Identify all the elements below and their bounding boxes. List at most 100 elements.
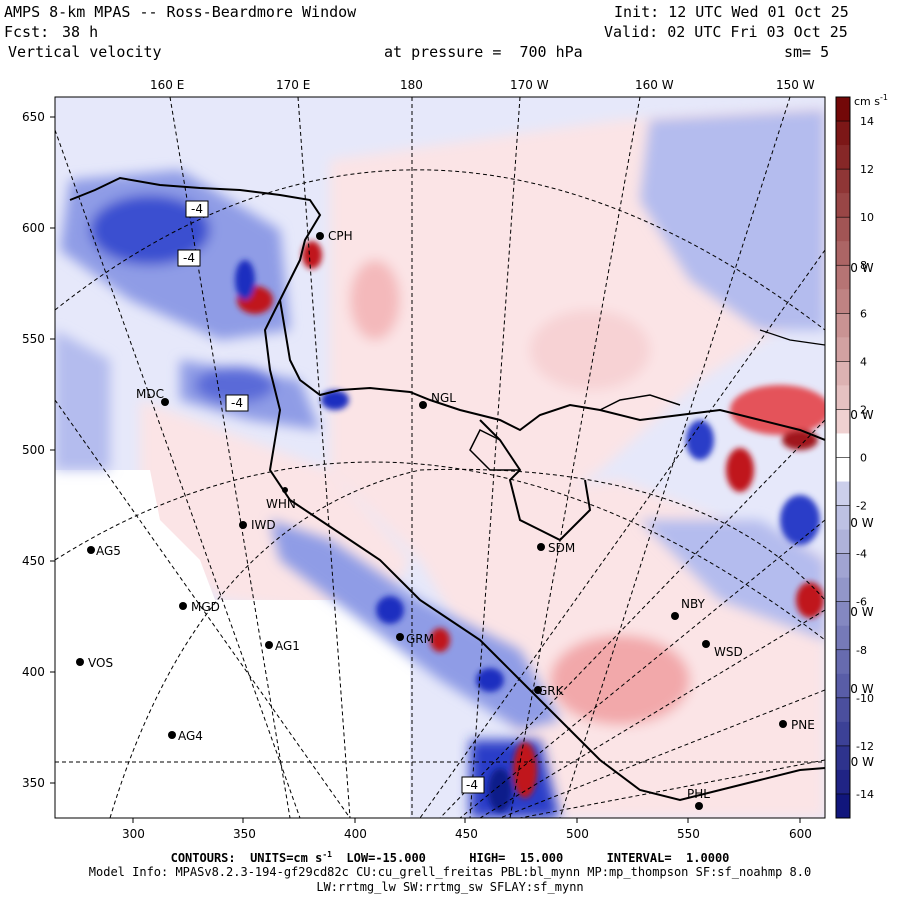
valid-time: Valid: 02 UTC Fri 03 Oct 25 — [604, 23, 848, 41]
colorbar-swatch — [836, 529, 850, 555]
colorbar-swatch — [836, 745, 850, 771]
contour-label: -4 — [466, 778, 478, 792]
colorbar-swatch — [836, 193, 850, 218]
colorbar-tick-label: 6 — [860, 307, 867, 320]
svg-text:PHL: PHL — [687, 787, 710, 801]
contour-labels: -4 -4 -4 -4 — [177, 200, 485, 794]
colorbar-swatch — [836, 217, 850, 242]
colorbar-tick-label: 0 — [860, 452, 867, 465]
map-field — [55, 97, 825, 818]
svg-text:WSD: WSD — [714, 645, 743, 659]
svg-text:MDC: MDC — [136, 387, 164, 401]
colorbar-swatch — [836, 313, 850, 338]
contour-label: -4 — [231, 396, 243, 410]
station-vos: VOS — [76, 656, 113, 670]
station-ag1: AG1 — [265, 639, 300, 653]
colorbar-swatch — [836, 673, 850, 699]
station-ag5: AG5 — [87, 544, 121, 558]
svg-text:VOS: VOS — [88, 656, 113, 670]
colorbar-swatch — [836, 121, 850, 146]
colorbar-tick-label: 2 — [860, 403, 867, 416]
stations: CPH MDC NGL WHN IWD AG5 SDM MGD AG1 VOS … — [76, 229, 815, 810]
smoothing-value: sm= 5 — [784, 43, 830, 61]
colorbar-tick-label: -8 — [856, 644, 867, 657]
colorbar-swatch — [836, 289, 850, 314]
colorbar-swatch — [836, 169, 850, 194]
station-nby: NBY — [671, 597, 706, 620]
svg-text:500: 500 — [22, 443, 45, 457]
colorbar-tick-label: 4 — [860, 355, 867, 368]
svg-text:300: 300 — [122, 827, 145, 841]
svg-text:400: 400 — [22, 665, 45, 679]
svg-text:600: 600 — [22, 221, 45, 235]
station-mdc: MDC — [136, 387, 169, 406]
svg-text:550: 550 — [677, 827, 700, 841]
mountain-wave-dipoles — [235, 241, 825, 812]
colorbar-swatch — [836, 145, 850, 170]
svg-text:160 E: 160 E — [150, 78, 184, 92]
colorbar-swatch — [836, 721, 850, 747]
colorbar-ticks: 14 12 10 8 6 4 2 0 -2 -4 -6 -8 -10 -12 -14 — [836, 115, 874, 801]
svg-text:MGD: MGD — [191, 600, 220, 614]
svg-text:650: 650 — [22, 110, 45, 124]
station-whn: WHN — [266, 487, 296, 511]
colorbar: cm s-1 14 12 10 8 6 4 2 0 -2 -4 -6 -8 -10 -12 -14 — [835, 93, 888, 819]
station-ag4: AG4 — [168, 729, 203, 743]
contours-info: CONTOURS: UNITS=cm s-1 LOW=-15.000 HIGH=… — [170, 850, 730, 865]
map-frame — [54, 96, 826, 819]
svg-text:350: 350 — [233, 827, 256, 841]
svg-text:PNE: PNE — [791, 718, 815, 732]
svg-text:450: 450 — [455, 827, 478, 841]
colorbar-swatch — [836, 361, 850, 386]
model-info: Model Info: MPASv8.2.3-194-gf29cd82c CU:… — [88, 865, 812, 879]
colorbar-swatch — [836, 697, 850, 723]
svg-text:550: 550 — [22, 332, 45, 346]
station-wsd: WSD — [702, 640, 743, 659]
colorbar-tick-label: -12 — [856, 740, 874, 753]
colorbar-swatch — [836, 409, 850, 434]
svg-text:170 E: 170 E — [276, 78, 310, 92]
colorbar-units: cm s-1 — [854, 93, 888, 108]
svg-text:AG5: AG5 — [96, 544, 121, 558]
top-longitude-labels: 160 E 170 E 180 170 W 160 W 150 W — [150, 78, 815, 92]
colorbar-tick-label: -6 — [856, 596, 867, 609]
svg-text:160 W: 160 W — [635, 78, 674, 92]
svg-text:IWD: IWD — [251, 518, 276, 532]
station-ngl: NGL — [419, 391, 456, 409]
svg-text:400: 400 — [344, 827, 367, 841]
field-name: Vertical velocity — [8, 43, 162, 61]
svg-text:350: 350 — [22, 776, 45, 790]
colorbar-tick-label: 14 — [860, 115, 874, 128]
contour-label: -4 — [183, 251, 195, 265]
x-axis-ticks: 300 350 400 450 500 550 600 — [122, 818, 812, 841]
colorbar-swatch — [836, 769, 850, 795]
svg-text:WHN: WHN — [266, 497, 296, 511]
colorbar-tick-label: 8 — [860, 259, 867, 272]
init-time: Init: 12 UTC Wed 01 Oct 25 — [614, 3, 849, 21]
svg-text:150 W: 150 W — [776, 78, 815, 92]
physics-info: LW:rrtmg_lw SW:rrtmg_sw SFLAY:sf_mynn — [316, 880, 584, 894]
model-title: AMPS 8-km MPAS -- Ross-Beardmore Window — [4, 3, 357, 21]
svg-text:AG4: AG4 — [178, 729, 203, 743]
svg-text:AG1: AG1 — [275, 639, 300, 653]
lat-lon-grid — [55, 97, 825, 818]
colorbar-tick-label: -2 — [856, 500, 867, 513]
colorbar-swatch — [836, 601, 850, 627]
colorbar-tick-label: -14 — [856, 788, 874, 801]
colorbar-swatch — [836, 265, 850, 290]
station-sdm: SDM — [537, 541, 575, 555]
svg-text:90 W: 90 W — [843, 755, 874, 769]
svg-text:600: 600 — [789, 827, 812, 841]
colorbar-swatch — [836, 553, 850, 579]
colorbar-swatch — [836, 577, 850, 603]
contour-label: -4 — [191, 202, 203, 216]
svg-text:NBY: NBY — [681, 597, 706, 611]
station-grm: GRM — [396, 632, 434, 646]
station-phl: PHL — [687, 787, 710, 810]
station-mgd: MGD — [179, 600, 220, 614]
station-grk: GRK — [534, 684, 565, 698]
colorbar-tick-label: -4 — [856, 548, 867, 561]
colorbar-swatch — [836, 241, 850, 266]
svg-text:450: 450 — [22, 554, 45, 568]
